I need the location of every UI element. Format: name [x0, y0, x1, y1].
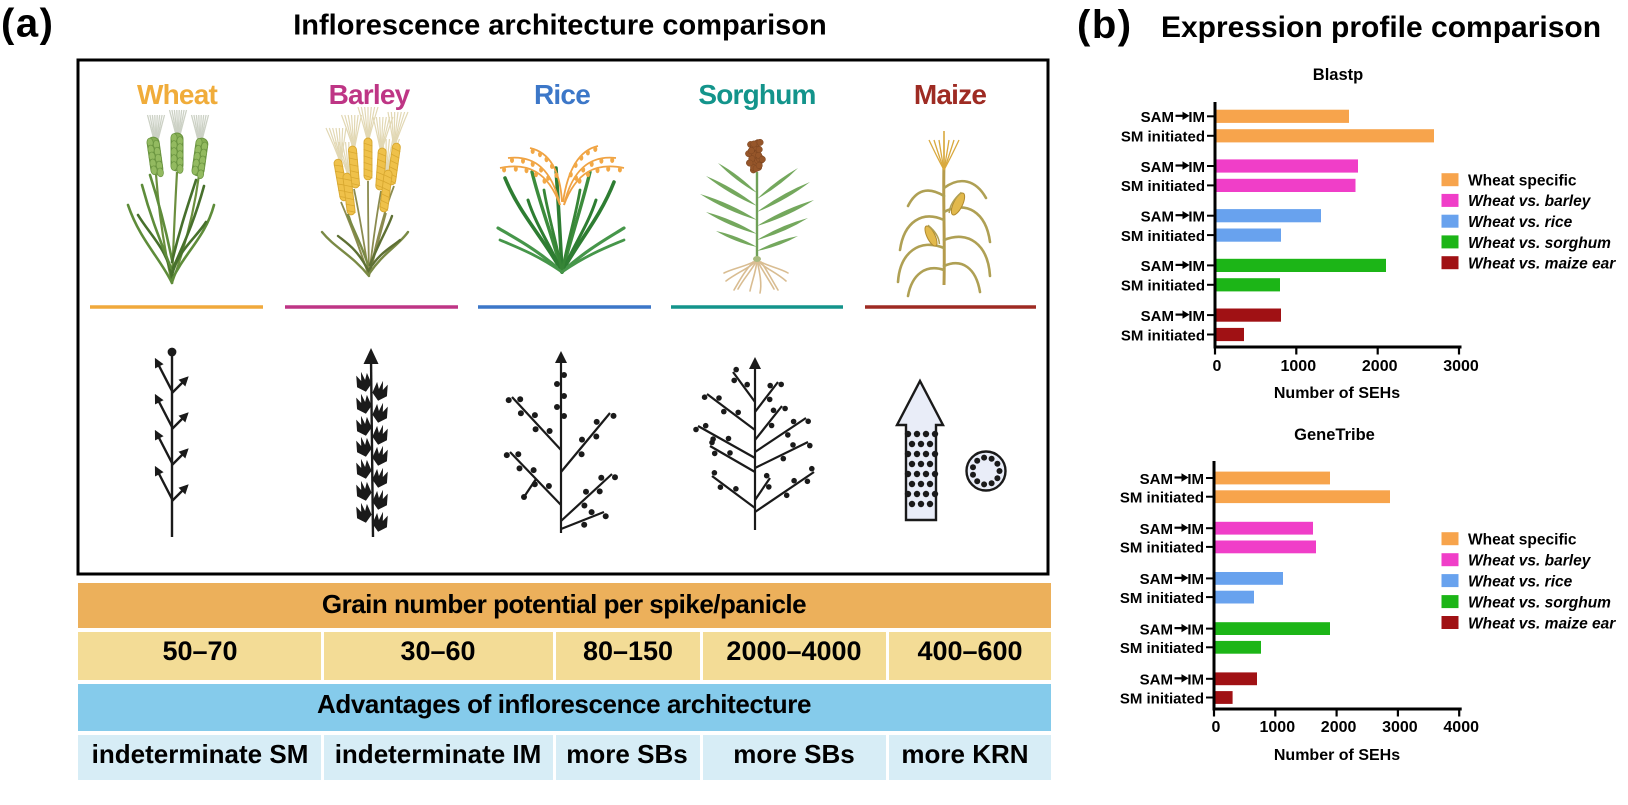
- svg-text:Wheat specific: Wheat specific: [1468, 173, 1577, 190]
- svg-text:SAM: SAM: [1140, 571, 1173, 588]
- svg-text:SM initiated: SM initiated: [1120, 540, 1204, 557]
- svg-text:IM: IM: [1188, 159, 1205, 176]
- svg-text:Grain number potential per spi: Grain number potential per spike/panicle: [322, 589, 806, 619]
- svg-text:SM initiated: SM initiated: [1121, 129, 1205, 146]
- svg-text:Barley: Barley: [329, 79, 411, 110]
- svg-text:more SBs: more SBs: [733, 739, 854, 769]
- svg-text:more KRN: more KRN: [901, 739, 1028, 769]
- svg-text:indeterminate IM: indeterminate IM: [335, 739, 542, 769]
- svg-text:(a): (a): [1, 2, 54, 46]
- svg-text:Number of SEHs: Number of SEHs: [1274, 747, 1400, 764]
- svg-text:SM initiated: SM initiated: [1120, 640, 1204, 657]
- svg-text:Number of SEHs: Number of SEHs: [1274, 385, 1400, 402]
- svg-text:Rice: Rice: [534, 79, 590, 110]
- svg-text:IM: IM: [1188, 109, 1205, 126]
- svg-text:4000: 4000: [1443, 719, 1479, 736]
- svg-text:0: 0: [1213, 358, 1222, 375]
- svg-text:2000–4000: 2000–4000: [726, 636, 861, 666]
- svg-text:Wheat vs. maize ear: Wheat vs. maize ear: [1468, 256, 1616, 273]
- svg-text:IM: IM: [1187, 672, 1204, 689]
- svg-text:Inflorescence architecture com: Inflorescence architecture comparison: [293, 10, 826, 42]
- svg-text:SAM: SAM: [1140, 621, 1173, 638]
- svg-text:Wheat vs. sorghum: Wheat vs. sorghum: [1468, 235, 1611, 252]
- svg-text:50–70: 50–70: [162, 636, 237, 666]
- svg-text:Advantages of inflorescence ar: Advantages of inflorescence architecture: [317, 689, 811, 719]
- svg-text:SAM: SAM: [1141, 109, 1174, 126]
- svg-text:IM: IM: [1187, 621, 1204, 638]
- svg-text:Wheat vs. sorghum: Wheat vs. sorghum: [1468, 594, 1611, 611]
- svg-text:IM: IM: [1187, 471, 1204, 488]
- svg-text:IM: IM: [1187, 571, 1204, 588]
- svg-text:3000: 3000: [1382, 719, 1418, 736]
- svg-text:SM initiated: SM initiated: [1120, 690, 1204, 707]
- svg-text:Expression profile comparison: Expression profile comparison: [1161, 11, 1601, 44]
- svg-text:2000: 2000: [1321, 719, 1357, 736]
- svg-text:(b): (b): [1077, 3, 1133, 47]
- svg-text:Blastp: Blastp: [1313, 66, 1363, 84]
- svg-text:IM: IM: [1188, 209, 1205, 226]
- svg-text:SM initiated: SM initiated: [1121, 228, 1205, 245]
- svg-text:SM initiated: SM initiated: [1120, 490, 1204, 507]
- svg-text:SAM: SAM: [1140, 521, 1173, 538]
- svg-text:Wheat vs. rice: Wheat vs. rice: [1468, 214, 1573, 231]
- svg-text:indeterminate SM: indeterminate SM: [92, 739, 309, 769]
- svg-text:Wheat vs. barley: Wheat vs. barley: [1468, 553, 1592, 570]
- svg-text:30–60: 30–60: [400, 636, 475, 666]
- svg-text:GeneTribe: GeneTribe: [1294, 426, 1375, 444]
- svg-text:SAM: SAM: [1141, 209, 1174, 226]
- svg-text:1000: 1000: [1260, 719, 1296, 736]
- svg-text:IM: IM: [1188, 258, 1205, 275]
- svg-text:1000: 1000: [1281, 358, 1317, 375]
- svg-text:IM: IM: [1187, 521, 1204, 538]
- svg-text:IM: IM: [1188, 308, 1205, 325]
- svg-text:SAM: SAM: [1141, 258, 1174, 275]
- svg-text:Wheat vs. rice: Wheat vs. rice: [1468, 573, 1573, 590]
- svg-text:SM initiated: SM initiated: [1121, 178, 1205, 195]
- svg-text:3000: 3000: [1443, 358, 1479, 375]
- svg-text:Wheat specific: Wheat specific: [1468, 532, 1577, 549]
- svg-text:0: 0: [1212, 719, 1221, 736]
- svg-text:SAM: SAM: [1140, 672, 1173, 689]
- svg-text:2000: 2000: [1362, 358, 1398, 375]
- svg-text:Sorghum: Sorghum: [698, 79, 815, 110]
- svg-text:80–150: 80–150: [583, 636, 673, 666]
- svg-text:SM initiated: SM initiated: [1121, 327, 1205, 344]
- svg-text:SAM: SAM: [1141, 159, 1174, 176]
- svg-text:Wheat vs. barley: Wheat vs. barley: [1468, 193, 1592, 210]
- svg-text:SAM: SAM: [1140, 471, 1173, 488]
- svg-text:more SBs: more SBs: [566, 739, 687, 769]
- svg-text:SM initiated: SM initiated: [1120, 590, 1204, 607]
- svg-text:400–600: 400–600: [917, 636, 1022, 666]
- svg-text:Wheat: Wheat: [137, 79, 217, 110]
- svg-text:SAM: SAM: [1141, 308, 1174, 325]
- svg-text:Wheat vs. maize ear: Wheat vs. maize ear: [1468, 615, 1616, 632]
- svg-text:SM initiated: SM initiated: [1121, 278, 1205, 295]
- svg-text:Maize: Maize: [914, 79, 986, 110]
